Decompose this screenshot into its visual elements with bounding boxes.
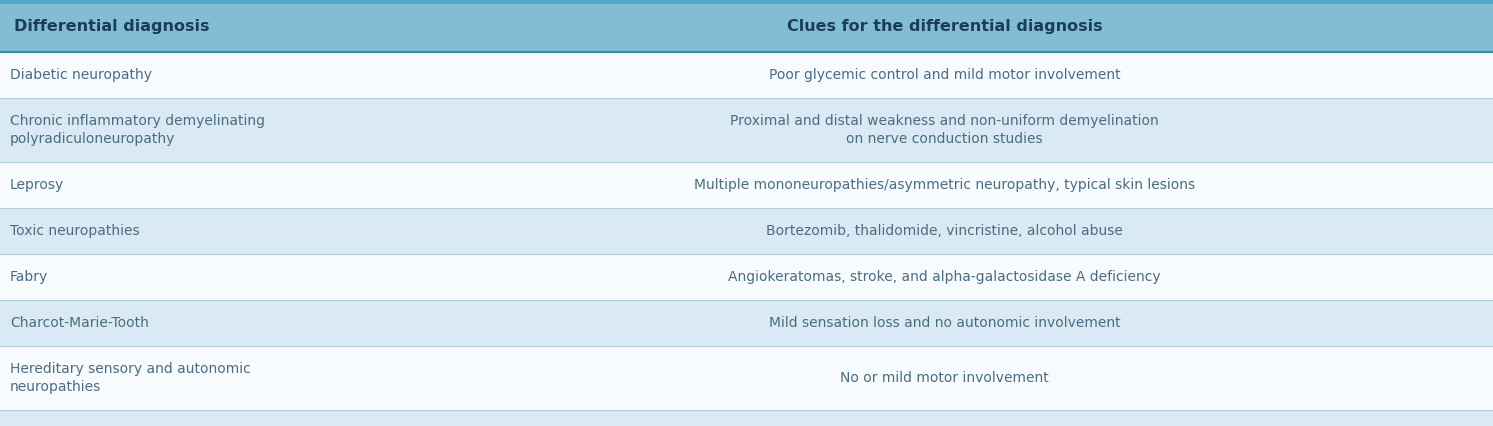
Text: Toxic neuropathies: Toxic neuropathies — [10, 224, 140, 238]
Text: Hereditary sensory and autonomic
neuropathies: Hereditary sensory and autonomic neuropa… — [10, 362, 251, 394]
Text: No or mild motor involvement: No or mild motor involvement — [841, 371, 1048, 385]
Text: Bortezomib, thalidomide, vincristine, alcohol abuse: Bortezomib, thalidomide, vincristine, al… — [766, 224, 1123, 238]
Text: Poor glycemic control and mild motor involvement: Poor glycemic control and mild motor inv… — [769, 68, 1120, 82]
Bar — [0, 162, 1493, 208]
Bar — [0, 52, 1493, 98]
Text: Diabetic neuropathy: Diabetic neuropathy — [10, 68, 152, 82]
Bar — [0, 0, 1493, 52]
Text: Angiokeratomas, stroke, and alpha-galactosidase A deficiency: Angiokeratomas, stroke, and alpha-galact… — [729, 270, 1160, 284]
Bar — [0, 0, 1493, 4]
Bar — [0, 254, 1493, 300]
Bar — [0, 346, 1493, 410]
Text: Mild sensation loss and no autonomic involvement: Mild sensation loss and no autonomic inv… — [769, 316, 1120, 330]
Text: Fabry: Fabry — [10, 270, 48, 284]
Text: Chronic inflammatory demyelinating
polyradiculoneuropathy: Chronic inflammatory demyelinating polyr… — [10, 114, 264, 146]
Text: Multiple mononeuropathies/asymmetric neuropathy, typical skin lesions: Multiple mononeuropathies/asymmetric neu… — [694, 178, 1194, 192]
Text: Proximal and distal weakness and non-uniform demyelination
on nerve conduction s: Proximal and distal weakness and non-uni… — [730, 114, 1159, 146]
Bar — [0, 410, 1493, 426]
Bar — [0, 208, 1493, 254]
Text: Charcot-Marie-Tooth: Charcot-Marie-Tooth — [10, 316, 149, 330]
Text: Leprosy: Leprosy — [10, 178, 64, 192]
Text: Differential diagnosis: Differential diagnosis — [13, 18, 209, 34]
Bar — [0, 300, 1493, 346]
Text: Clues for the differential diagnosis: Clues for the differential diagnosis — [787, 18, 1102, 34]
Bar — [0, 98, 1493, 162]
